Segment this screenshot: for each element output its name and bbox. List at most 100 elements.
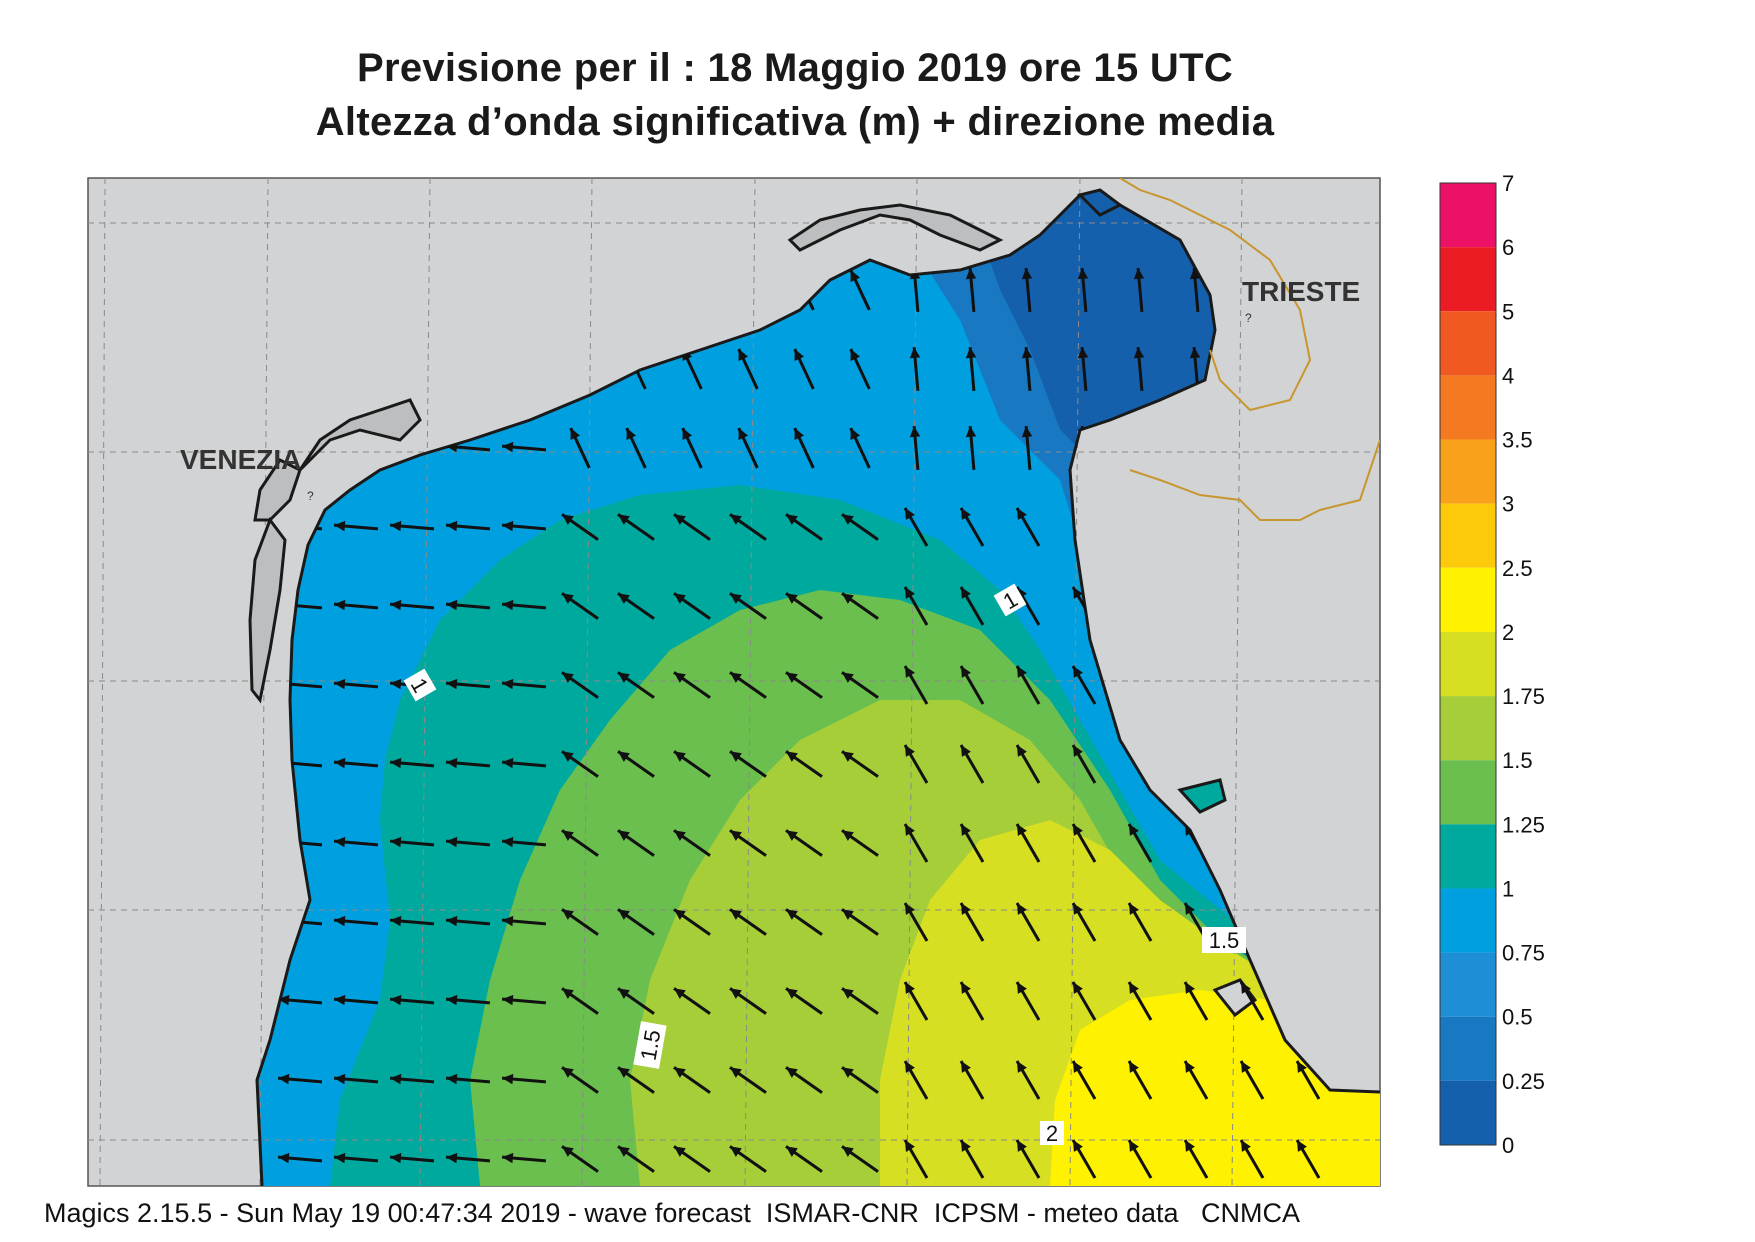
direction-arrow-head: [617, 1067, 630, 1078]
direction-arrow-head: [334, 1152, 346, 1164]
marker-trieste: ?: [1245, 311, 1252, 325]
direction-arrow-head: [617, 830, 630, 841]
direction-arrow-head: [626, 428, 636, 441]
direction-arrow-head: [1017, 981, 1027, 994]
direction-arrow-head: [1241, 981, 1251, 994]
direction-arrow-head: [1189, 268, 1201, 280]
direction-arrow-head: [1241, 1060, 1251, 1073]
direction-arrow-head: [502, 520, 514, 532]
direction-arrow-head: [446, 836, 458, 848]
legend-label: 3: [1502, 492, 1514, 517]
legend-label: 0: [1502, 1133, 1514, 1158]
direction-arrow-head: [1077, 347, 1089, 359]
direction-arrow-head: [841, 672, 854, 683]
marker-venezia: ?: [307, 489, 314, 503]
direction-arrow-head: [502, 441, 514, 453]
direction-arrow-head: [905, 507, 915, 520]
legend-swatch: [1440, 1080, 1496, 1145]
direction-arrow-head: [446, 678, 458, 690]
direction-arrow-head: [729, 672, 742, 683]
legend-swatch: [1440, 503, 1496, 568]
direction-arrow-head: [334, 678, 346, 690]
direction-arrow-head: [1185, 1139, 1195, 1152]
legend-swatch: [1440, 760, 1496, 825]
direction-arrow-head: [278, 994, 290, 1006]
direction-arrow-head: [446, 520, 458, 532]
direction-arrow-head: [617, 514, 630, 525]
direction-arrow-head: [673, 514, 686, 525]
direction-arrow-head: [961, 665, 971, 678]
direction-arrow-head: [561, 830, 574, 841]
color-legend: 7 6 5 4 3.5 3 2.5 2 1.75 1.5 1.25 1 0.75 0.5 0.25 0: [1439, 171, 1545, 1158]
direction-arrow-head: [390, 1073, 402, 1085]
direction-arrow-head: [673, 1067, 686, 1078]
direction-arrow-head: [673, 751, 686, 762]
direction-arrow-head: [1129, 902, 1139, 915]
direction-arrow-head: [502, 915, 514, 927]
direction-arrow-head: [905, 1060, 915, 1073]
direction-arrow-head: [390, 520, 402, 532]
place-label-trieste: TRIESTE: [1242, 276, 1360, 307]
direction-arrow-head: [961, 981, 971, 994]
direction-arrow-head: [446, 1073, 458, 1085]
legend-swatch: [1440, 439, 1496, 504]
direction-arrow-head: [617, 751, 630, 762]
direction-arrow-head: [561, 988, 574, 999]
direction-arrow-head: [1021, 426, 1033, 438]
direction-arrow-head: [1077, 268, 1089, 280]
direction-arrow-head: [673, 909, 686, 920]
direction-arrow-head: [561, 909, 574, 920]
direction-arrow-head: [905, 902, 915, 915]
direction-arrow-head: [682, 428, 692, 441]
direction-arrow-head: [673, 593, 686, 604]
direction-arrow-head: [1021, 268, 1033, 280]
direction-arrow-head: [446, 915, 458, 927]
direction-arrow-head: [561, 751, 574, 762]
legend-swatch: [1440, 375, 1496, 440]
direction-arrow-head: [738, 428, 748, 441]
legend-frame: [1439, 182, 1497, 1146]
map-title-line2: Altezza d’onda significativa (m) + direz…: [315, 100, 1275, 144]
legend-swatch: [1440, 888, 1496, 953]
direction-arrow-head: [1073, 744, 1083, 757]
direction-arrow-head: [729, 1067, 742, 1078]
direction-arrow-head: [278, 1152, 290, 1164]
contour-label: 2: [1046, 1121, 1058, 1146]
direction-arrow-head: [729, 751, 742, 762]
legend-label: 3.5: [1502, 428, 1533, 453]
direction-arrow-head: [1017, 823, 1027, 836]
contour-labels: 1 1 1.5 1.5 2: [403, 583, 1246, 1146]
place-label-venezia: VENEZIA: [180, 444, 301, 475]
direction-arrow-head: [446, 994, 458, 1006]
contour-label: 1.5: [1209, 928, 1240, 953]
direction-arrow-head: [841, 1146, 854, 1157]
direction-arrow-head: [785, 672, 798, 683]
direction-arrow-head: [794, 349, 804, 362]
direction-arrow-head: [617, 988, 630, 999]
legend-label: 1.5: [1502, 748, 1533, 773]
direction-arrow-head: [1129, 823, 1139, 836]
direction-arrow-head: [390, 1152, 402, 1164]
direction-arrow-head: [1185, 902, 1195, 915]
legend-label: 7: [1502, 171, 1514, 196]
direction-arrow-head: [617, 593, 630, 604]
direction-arrow-head: [1073, 586, 1083, 599]
direction-arrow-head: [961, 1060, 971, 1073]
direction-arrow-head: [850, 270, 860, 283]
direction-arrow-head: [446, 757, 458, 769]
direction-arrow-head: [1073, 902, 1083, 915]
direction-arrow-head: [961, 1139, 971, 1152]
direction-arrow-head: [390, 599, 402, 611]
direction-arrow-head: [673, 830, 686, 841]
direction-arrow-head: [446, 1152, 458, 1164]
direction-arrow-head: [785, 988, 798, 999]
direction-arrow-head: [965, 268, 977, 280]
direction-arrow-head: [570, 428, 580, 441]
direction-arrow-head: [617, 909, 630, 920]
direction-arrow-head: [1017, 665, 1027, 678]
direction-arrow-head: [785, 1067, 798, 1078]
direction-arrow-head: [1017, 744, 1027, 757]
direction-arrow-head: [502, 757, 514, 769]
direction-arrow-head: [502, 994, 514, 1006]
